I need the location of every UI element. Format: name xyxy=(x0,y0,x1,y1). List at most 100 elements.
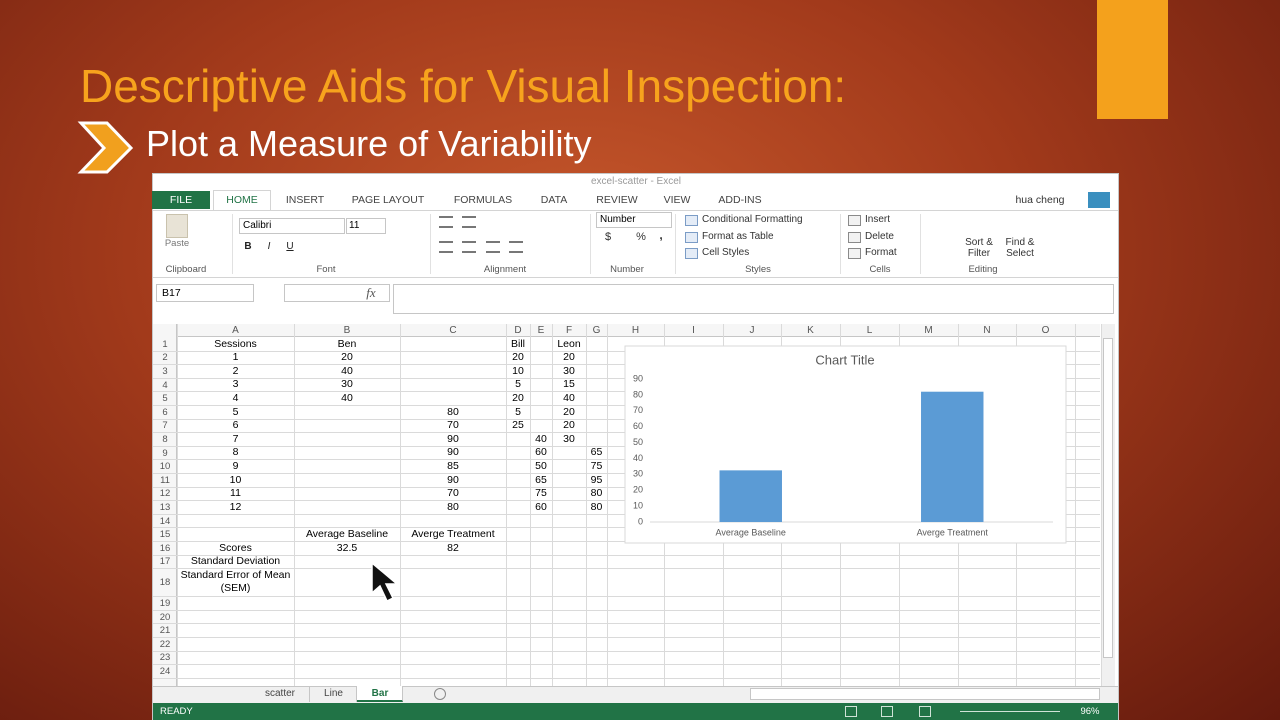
row-header[interactable]: 16 xyxy=(159,542,171,554)
new-sheet-button[interactable] xyxy=(434,688,446,700)
ribbon-tab[interactable]: REVIEW xyxy=(596,194,638,206)
ribbon-tab[interactable]: VIEW xyxy=(663,194,691,206)
row-header[interactable]: 4 xyxy=(162,379,168,391)
cell[interactable]: 20 xyxy=(563,405,575,418)
horizontal-scrollbar[interactable] xyxy=(750,688,1100,700)
name-box[interactable] xyxy=(156,284,254,302)
cell[interactable]: 25 xyxy=(512,419,524,432)
cell[interactable]: 10 xyxy=(229,473,242,486)
column-header[interactable]: M xyxy=(924,325,933,336)
row-header[interactable]: 12 xyxy=(159,488,171,500)
align-icon[interactable] xyxy=(509,241,523,253)
view-button[interactable] xyxy=(919,706,931,717)
column-header[interactable]: B xyxy=(343,325,351,336)
cell[interactable]: 40 xyxy=(563,391,575,404)
cell[interactable]: 15 xyxy=(563,378,575,391)
cell[interactable]: 70 xyxy=(447,487,459,500)
row-header[interactable]: 23 xyxy=(159,652,171,664)
ribbon-tab[interactable]: FILE xyxy=(169,194,193,206)
align-icon[interactable] xyxy=(462,216,476,228)
cell[interactable]: 65 xyxy=(590,446,603,459)
cell[interactable]: 20 xyxy=(512,351,524,364)
ribbon-tab[interactable]: PAGE LAYOUT xyxy=(351,194,425,206)
cell[interactable]: 12 xyxy=(229,500,242,513)
sheet-tab-bg[interactable] xyxy=(310,686,357,702)
cells-item[interactable]: Format xyxy=(865,247,897,258)
row-header[interactable]: 22 xyxy=(159,638,171,650)
ribbon-tab[interactable]: ADD-INS xyxy=(718,194,762,206)
cell[interactable]: 2 xyxy=(232,364,239,377)
cell[interactable]: 30 xyxy=(563,364,575,377)
cell[interactable]: 80 xyxy=(447,500,459,513)
column-header[interactable]: D xyxy=(514,325,522,336)
cell[interactable]: Bill xyxy=(510,337,525,350)
cell[interactable]: 60 xyxy=(535,500,547,513)
column-header[interactable]: K xyxy=(807,325,814,336)
column-header[interactable]: N xyxy=(983,325,991,336)
cell[interactable]: 20 xyxy=(512,391,524,404)
scroll-thumb[interactable] xyxy=(1103,338,1113,658)
zoom-slider[interactable] xyxy=(960,711,1060,712)
ribbon-tab[interactable]: DATA xyxy=(540,194,568,206)
fx-button[interactable]: fx xyxy=(366,285,376,300)
cell[interactable]: 5 xyxy=(515,378,521,391)
currency-button[interactable]: $ xyxy=(604,231,612,243)
cell[interactable]: 50 xyxy=(535,459,547,472)
column-header[interactable]: G xyxy=(592,325,601,336)
cell[interactable]: 20 xyxy=(563,419,575,432)
cell[interactable]: 90 xyxy=(447,473,459,486)
cell[interactable]: Leon xyxy=(557,337,581,350)
cell[interactable]: 40 xyxy=(341,364,353,377)
row-header[interactable]: 14 xyxy=(159,515,171,527)
cell[interactable]: Ben xyxy=(337,337,357,350)
cell[interactable]: 70 xyxy=(447,419,459,432)
cell[interactable]: 20 xyxy=(341,351,353,364)
ribbon-tab[interactable]: FORMULAS xyxy=(453,194,513,206)
row-header[interactable]: 11 xyxy=(160,474,170,486)
row-header[interactable]: 24 xyxy=(159,666,171,677)
cell[interactable]: 30 xyxy=(341,378,353,391)
number-format-box[interactable] xyxy=(596,212,672,228)
sheet-tab-bg[interactable] xyxy=(357,686,403,702)
cell[interactable]: Scores xyxy=(219,541,252,554)
cell[interactable]: 65 xyxy=(535,473,547,486)
align-icon[interactable] xyxy=(439,216,453,228)
cell[interactable]: 5 xyxy=(515,405,521,418)
cell[interactable]: 95 xyxy=(590,473,603,486)
cell[interactable]: 90 xyxy=(447,432,459,445)
font-size-box[interactable] xyxy=(346,218,386,234)
row-header[interactable]: 10 xyxy=(159,461,171,473)
column-header[interactable]: H xyxy=(631,325,640,336)
align-icon[interactable] xyxy=(462,241,476,253)
column-header[interactable]: F xyxy=(565,325,573,336)
editing-item[interactable]: Find & Select xyxy=(1005,237,1035,259)
styles-item[interactable]: Conditional Formatting xyxy=(702,214,803,225)
cell[interactable]: 3 xyxy=(232,378,239,391)
column-header[interactable]: C xyxy=(449,325,457,336)
italic-button[interactable]: I xyxy=(267,241,271,252)
underline-button[interactable]: U xyxy=(286,241,294,252)
sheet-tab-bg[interactable] xyxy=(250,686,310,702)
bar[interactable] xyxy=(719,470,782,522)
ribbon-tab[interactable]: INSERT xyxy=(285,194,325,206)
paste-icon[interactable] xyxy=(166,214,188,238)
view-button[interactable] xyxy=(845,706,857,717)
row-header[interactable]: 9 xyxy=(162,447,168,459)
cell[interactable]: 30 xyxy=(563,432,575,445)
cell[interactable]: 8 xyxy=(232,446,239,459)
cell[interactable]: 32.5 xyxy=(336,541,358,554)
font-name-box[interactable] xyxy=(239,218,345,234)
row-header[interactable]: 8 xyxy=(162,434,168,445)
column-header[interactable]: O xyxy=(1041,325,1050,336)
percent-button[interactable]: % xyxy=(636,231,646,243)
row-header[interactable]: 5 xyxy=(162,393,168,405)
cell[interactable]: Averge Treatment xyxy=(411,527,495,540)
row-header[interactable]: 21 xyxy=(159,625,171,637)
cell[interactable]: 40 xyxy=(341,391,353,404)
cell[interactable]: 85 xyxy=(447,459,459,472)
align-icon[interactable] xyxy=(439,241,453,253)
cell[interactable]: 75 xyxy=(590,459,603,472)
cell[interactable]: 7 xyxy=(232,432,239,445)
chart-area[interactable] xyxy=(624,345,1067,544)
column-header[interactable]: I xyxy=(692,325,695,336)
